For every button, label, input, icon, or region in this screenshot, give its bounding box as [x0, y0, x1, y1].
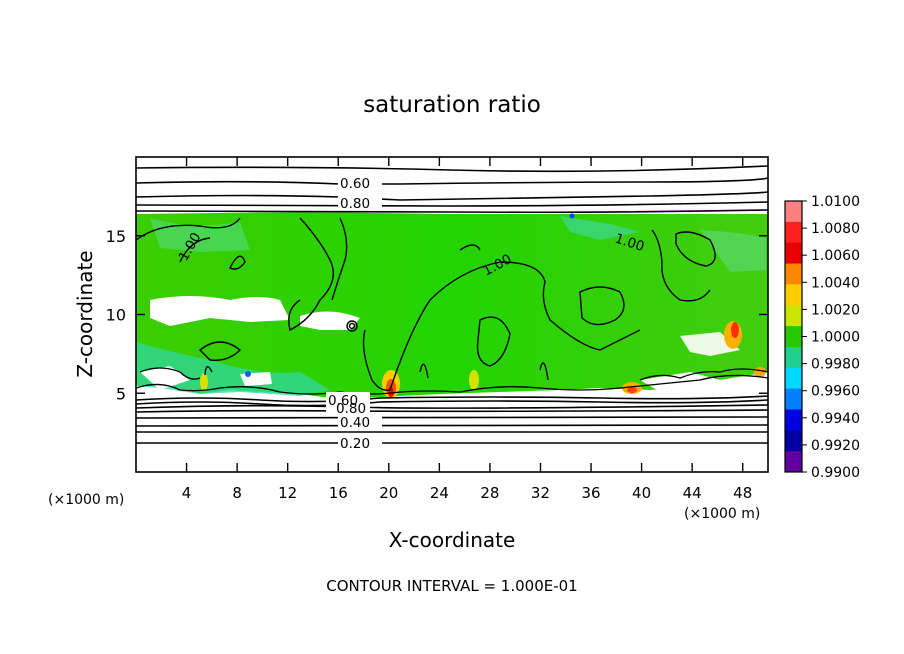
- colorbar-label: 0.9980: [811, 357, 860, 373]
- x-tick-label: 20: [379, 484, 398, 502]
- contour-label-0.20: 0.20: [340, 436, 370, 452]
- y-tick-label: 10: [106, 306, 126, 325]
- subsaturated-patch: [136, 342, 330, 396]
- colorbar-label: 1.0060: [811, 248, 860, 264]
- cloud-region: [136, 212, 768, 398]
- x-tick-label: 16: [329, 484, 348, 502]
- contour-label-0.40: 0.40: [340, 415, 370, 431]
- x-tick-label: 32: [531, 484, 550, 502]
- colorbar-label: 1.0020: [811, 302, 860, 318]
- contour-label-0.60-low: 0.60: [328, 393, 358, 409]
- colorbar-swatch: [785, 221, 802, 244]
- contour-label-0.80-low: 0.80: [336, 401, 366, 417]
- colorbar-label: 1.0100: [811, 194, 860, 210]
- x-axis-ticks: 4 8 12 16 20 24 28 32 36 40 44 48: [182, 157, 752, 502]
- colorbar-swatch: [785, 451, 802, 473]
- x-tick-label: 36: [581, 484, 600, 502]
- colorbar-label: 0.9940: [811, 411, 860, 427]
- x-tick-label: 40: [632, 484, 651, 502]
- colorbar-label: 0.9900: [811, 465, 860, 481]
- colorbar-swatch: [785, 430, 802, 452]
- supersaturation-max: [627, 387, 637, 393]
- y-axis-ticks: 5 10 15: [106, 227, 768, 403]
- x-tick-label: 12: [278, 484, 297, 502]
- contour-field: [136, 157, 768, 472]
- supersaturation-max: [200, 373, 208, 391]
- y-tick-label: 5: [116, 384, 126, 403]
- colorbar-swatch: [785, 305, 802, 327]
- x-unit-left: (×1000 m): [48, 492, 124, 508]
- contour-label-0.60-top: 0.60: [340, 176, 370, 192]
- supersaturation-max: [731, 322, 739, 338]
- contour-label-0.80-top: 0.80: [340, 196, 370, 212]
- dry-patch: [240, 372, 272, 386]
- supersaturation-max: [469, 370, 479, 390]
- colorbar-swatch: [785, 326, 802, 348]
- subsaturated-patch: [560, 216, 640, 240]
- colorbar: 1.0100 1.0080 1.0060 1.0040 1.0020 1.0000 0.99…: [784, 194, 860, 481]
- colorbar-swatch: [785, 388, 802, 410]
- supersaturation-max: [754, 367, 766, 377]
- contour-interval-note: CONTOUR INTERVAL = 1.000E-01: [326, 577, 577, 595]
- x-unit-right: (×1000 m): [684, 506, 760, 522]
- x-tick-label: 28: [480, 484, 499, 502]
- colorbar-swatch: [785, 367, 802, 390]
- colorbar-swatch: [785, 346, 802, 369]
- x-tick-label: 44: [683, 484, 702, 502]
- x-axis-label: X-coordinate: [389, 528, 516, 552]
- dry-patch: [140, 366, 190, 390]
- colorbar-swatch: [785, 263, 802, 285]
- colorbar-label: 0.9920: [811, 438, 860, 454]
- colorbar-label: 1.0080: [811, 221, 860, 237]
- subsaturated-patch: [700, 230, 766, 272]
- dry-patch: [150, 296, 290, 326]
- dry-patch: [300, 311, 360, 330]
- upper-contours: [136, 165, 768, 214]
- unity-contours: [136, 217, 716, 391]
- x-tick-label: 8: [232, 484, 242, 502]
- colorbar-swatch: [785, 201, 802, 223]
- lower-contours: [136, 395, 768, 444]
- colorbar-swatch: [785, 242, 802, 265]
- y-tick-label: 15: [106, 227, 126, 246]
- cloud-base-contours: [136, 367, 768, 395]
- chart-title: saturation ratio: [363, 92, 541, 118]
- x-tick-label: 4: [182, 484, 192, 502]
- x-tick-label: 48: [733, 484, 752, 502]
- colorbar-label: 1.0000: [811, 330, 860, 346]
- x-tick-label: 24: [430, 484, 449, 502]
- colorbar-label: 0.9960: [811, 384, 860, 400]
- y-axis-label: Z-coordinate: [73, 250, 97, 377]
- colorbar-label: 1.0040: [811, 275, 860, 291]
- colorbar-swatch: [785, 284, 802, 306]
- colorbar-swatch: [785, 409, 802, 431]
